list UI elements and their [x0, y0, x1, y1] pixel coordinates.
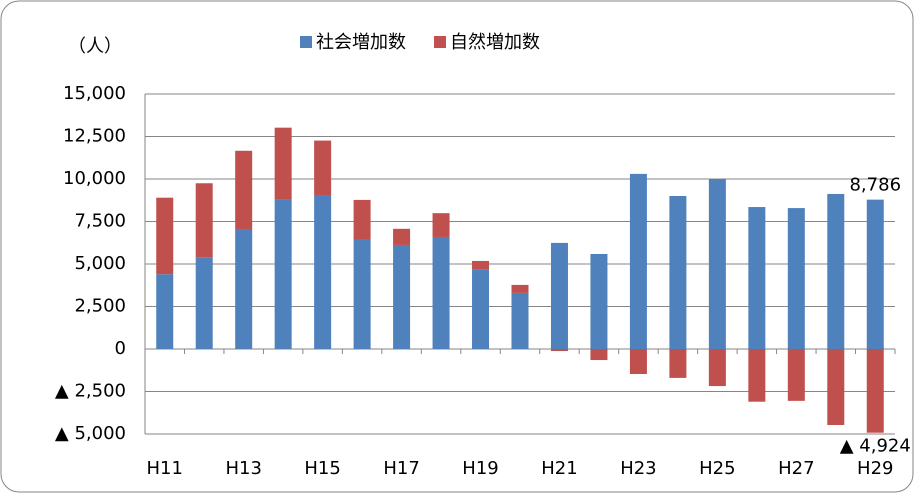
x-tick-label: H29 [857, 458, 893, 479]
y-axis-label: （人） [68, 36, 122, 57]
x-tick-label: H21 [541, 458, 577, 479]
bar [827, 349, 845, 425]
bar [550, 242, 568, 349]
y-tick-label: 7,500 [74, 211, 126, 232]
bar [629, 173, 647, 349]
bar [156, 274, 174, 349]
legend-swatch [300, 36, 312, 48]
bar [274, 127, 292, 200]
y-tick-label: ▲ 2,500 [55, 381, 126, 402]
bar [235, 150, 253, 229]
bar [669, 196, 687, 349]
data-label: 8,786 [849, 175, 901, 196]
y-tick-label: 2,500 [74, 296, 126, 317]
x-tick-label: H19 [462, 458, 498, 479]
x-tick-label: H15 [304, 458, 340, 479]
bar [590, 349, 608, 361]
bar [235, 228, 253, 349]
bar [669, 349, 687, 378]
y-tick-label: 10,000 [63, 168, 126, 189]
bar [787, 208, 805, 349]
x-tick-label: H25 [699, 458, 735, 479]
legend-swatch [434, 36, 446, 48]
data-label: ▲ 4,924 [840, 436, 911, 457]
bar [195, 257, 213, 349]
bar [866, 349, 884, 433]
bar [511, 292, 529, 349]
legend-label: 自然増加数 [450, 32, 540, 53]
bar [827, 193, 845, 349]
bar [353, 199, 371, 240]
bar [432, 213, 450, 237]
bar [393, 244, 411, 349]
bar [314, 140, 332, 195]
bar [274, 199, 292, 349]
x-tick-label: H27 [778, 458, 814, 479]
x-tick-label: H11 [147, 458, 183, 479]
bar [353, 239, 371, 349]
y-tick-label: 0 [115, 338, 126, 359]
x-tick-label: H13 [225, 458, 261, 479]
y-tick-label: ▲ 5,000 [55, 423, 126, 444]
y-tick-label: 15,000 [63, 83, 126, 104]
y-tick-label: 12,500 [63, 126, 126, 147]
bar [629, 349, 647, 374]
bar [472, 269, 490, 349]
x-tick-label: H23 [620, 458, 656, 479]
y-tick-label: 5,000 [74, 253, 126, 274]
bar [748, 207, 766, 349]
bar [472, 260, 490, 270]
bar [393, 228, 411, 245]
bar [314, 194, 332, 349]
bar [787, 349, 805, 401]
bar [748, 349, 766, 402]
bar [511, 284, 529, 293]
bar [708, 349, 726, 387]
bar [590, 253, 608, 349]
bar [156, 197, 174, 275]
bar [866, 199, 884, 349]
x-tick-label: H17 [383, 458, 419, 479]
bar [195, 183, 213, 258]
bar [550, 349, 568, 352]
bar [708, 179, 726, 349]
legend-label: 社会増加数 [316, 32, 406, 53]
bar [432, 236, 450, 349]
